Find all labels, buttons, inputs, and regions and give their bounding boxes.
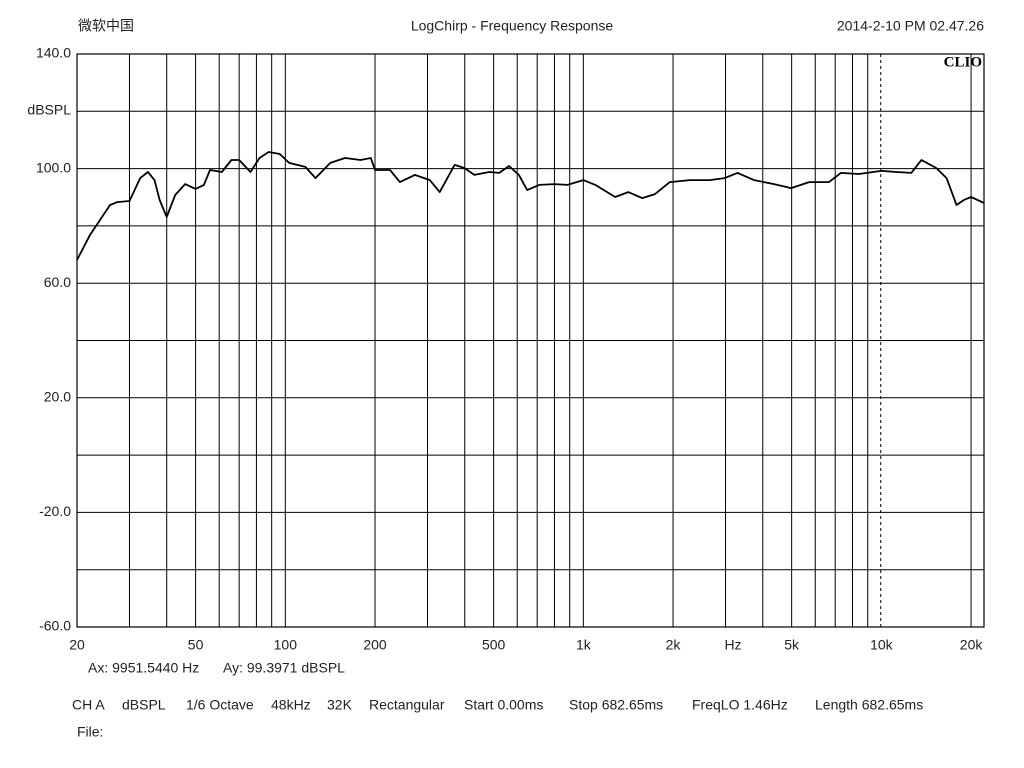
setting-label: Length 682.65ms [815,697,923,713]
x-tick-label: 10k [870,637,894,653]
setting-label: CH A [72,697,105,713]
cursor-y-label: Ay: 99.3971 dBSPL [223,660,345,676]
x-tick-label: 20k [960,637,984,653]
setting-label: Start 0.00ms [464,697,543,713]
x-tick-label: 200 [363,637,387,653]
y-tick-label: 20.0 [44,389,71,405]
x-tick-label: 20 [69,637,85,653]
setting-label: FreqLO 1.46Hz [692,697,788,713]
setting-label: Stop 682.65ms [569,697,663,713]
x-axis-label: Hz [724,637,741,653]
setting-label: Rectangular [369,697,445,713]
x-tick-label: 2k [666,637,682,653]
y-tick-label: 60.0 [44,274,71,290]
setting-label: dBSPL [122,697,166,713]
setting-label: 1/6 Octave [186,697,254,713]
x-tick-label: 50 [188,637,204,653]
chart-title: LogChirp - Frequency Response [411,18,614,34]
x-tick-label: 5k [784,637,800,653]
plot-frame [76,53,985,628]
header-date: 2014-2-10 PM 02.47.26 [837,18,984,34]
response-curve [76,151,985,261]
setting-label: 32K [327,697,353,713]
x-tick-label: 1k [576,637,592,653]
y-tick-label: 140.0 [36,45,71,61]
logo: CLIO [944,54,982,70]
y-tick-label: 100.0 [36,159,71,175]
y-tick-label: -60.0 [39,618,71,634]
x-tick-label: 500 [482,637,506,653]
y-axis-label: dBSPL [27,102,71,118]
header-left: 微软中国 [78,18,134,34]
cursor-x-label: Ax: 9951.5440 Hz [88,660,199,676]
file-label: File: [77,724,103,740]
x-tick-label: 100 [274,637,298,653]
y-tick-label: -20.0 [39,503,71,519]
setting-label: 48kHz [271,697,311,713]
